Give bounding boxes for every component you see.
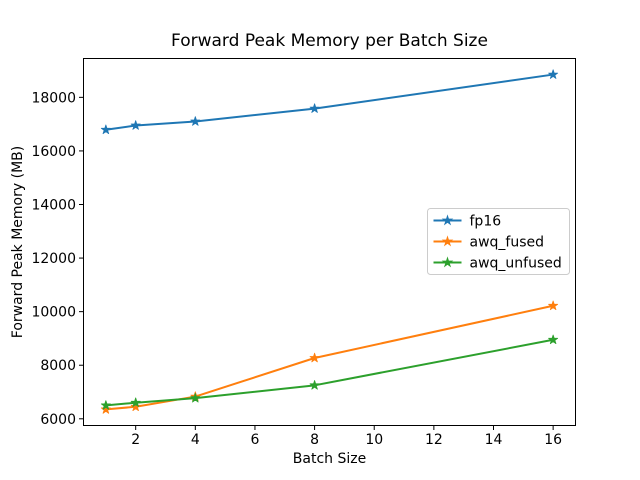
x-tick-label: 10 bbox=[365, 432, 383, 448]
x-tick-label: 14 bbox=[485, 432, 503, 448]
y-tick-label: 16000 bbox=[31, 144, 76, 160]
legend: fp16 awq_fused awq_unfused bbox=[427, 208, 570, 275]
x-tick-label: 6 bbox=[250, 432, 259, 448]
y-tick-label: 12000 bbox=[31, 251, 76, 267]
y-tick-label: 10000 bbox=[31, 305, 76, 321]
y-tick-label: 14000 bbox=[31, 197, 76, 213]
data-point-marker-awq_fused bbox=[309, 352, 320, 363]
y-tick-label: 6000 bbox=[40, 412, 76, 428]
legend-entry-fp16: fp16 bbox=[433, 214, 502, 230]
series-lines bbox=[100, 69, 559, 414]
legend-entry-awq_fused: awq_fused bbox=[433, 235, 545, 251]
data-point-marker-awq_unfused bbox=[190, 392, 201, 403]
data-point-marker-fp16 bbox=[309, 103, 320, 113]
data-point-marker-fp16 bbox=[190, 116, 201, 126]
legend-entry-awq_unfused: awq_unfused bbox=[433, 256, 562, 272]
series-line-fp16 bbox=[105, 73, 554, 131]
x-tick-label: 2 bbox=[131, 432, 140, 448]
data-point-marker-awq_unfused bbox=[548, 334, 559, 345]
data-point-marker-fp16 bbox=[100, 124, 111, 135]
plot-border bbox=[83, 58, 576, 426]
legend-label: fp16 bbox=[470, 214, 502, 230]
data-point-marker-awq_unfused bbox=[130, 397, 141, 408]
x-tick-label: 4 bbox=[191, 432, 200, 448]
legend-label: awq_fused bbox=[470, 235, 545, 251]
chart-title: Forward Peak Memory per Batch Size bbox=[171, 31, 488, 51]
x-axis-label: Batch Size bbox=[293, 451, 366, 467]
legend-marker-star-icon bbox=[441, 235, 454, 247]
y-axis: 6000 8000 10000 12000 14000 16000 18000 bbox=[31, 90, 84, 428]
legend-box bbox=[427, 208, 570, 275]
data-point-marker-awq_fused bbox=[100, 404, 111, 414]
x-tick-label: 12 bbox=[425, 432, 443, 448]
data-point-marker-awq_unfused bbox=[100, 400, 111, 410]
data-point-marker-awq_fused bbox=[130, 401, 141, 412]
series-line-awq_unfused bbox=[105, 338, 554, 407]
data-point-marker-fp16 bbox=[130, 120, 141, 130]
data-point-marker-awq_unfused bbox=[309, 380, 320, 390]
plot-border-rect bbox=[83, 58, 576, 426]
x-axis: 2 4 6 8 10 12 14 16 bbox=[131, 425, 562, 448]
legend-marker-star-icon bbox=[441, 256, 454, 268]
y-tick-label: 18000 bbox=[31, 90, 76, 106]
legend-marker-star-icon bbox=[441, 214, 454, 226]
y-tick-label: 8000 bbox=[40, 358, 76, 374]
data-point-marker-awq_fused bbox=[548, 300, 559, 311]
x-tick-label: 8 bbox=[310, 432, 319, 448]
x-tick-label: 16 bbox=[544, 432, 562, 448]
data-point-marker-fp16 bbox=[548, 69, 559, 79]
legend-label: awq_unfused bbox=[470, 256, 562, 272]
y-axis-label: Forward Peak Memory (MB) bbox=[10, 146, 26, 338]
series-line-awq_fused bbox=[105, 304, 554, 411]
